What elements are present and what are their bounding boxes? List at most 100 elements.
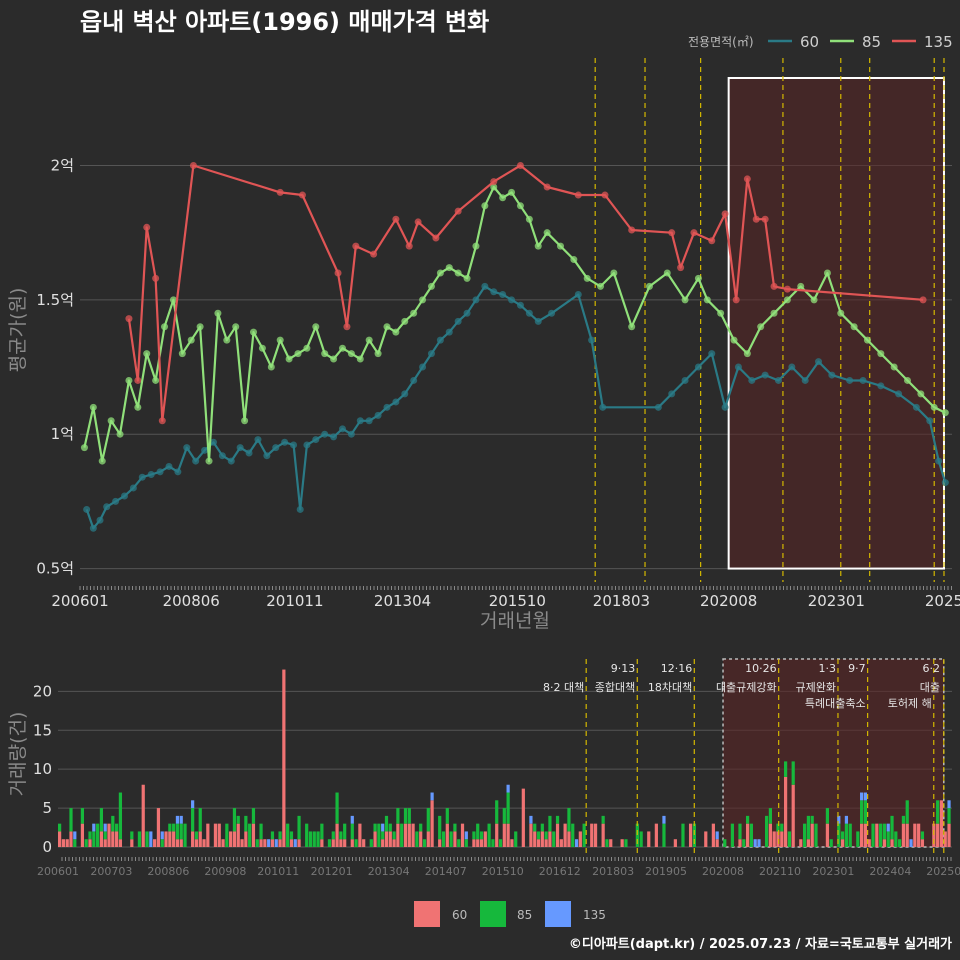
volume-bar-60 [810, 823, 814, 847]
volume-bar-60 [772, 831, 776, 847]
volume-bar-60 [229, 831, 233, 847]
volume-bar-60 [320, 839, 324, 847]
volume-bar-85 [312, 831, 316, 847]
bottom-axis-ticks: 200601 200703 200806 200908 201011 201201 2013… [37, 857, 960, 878]
volume-bar-60 [939, 800, 944, 847]
top-legend: 전용면적(㎡) 60 85 135 [688, 33, 953, 51]
volume-bar-60 [194, 839, 199, 847]
volume-bar-60 [244, 831, 248, 847]
volume-bar-60 [251, 823, 256, 847]
volume-bar-135 [103, 823, 107, 832]
volume-bar-85 [88, 831, 92, 840]
volume-bar-85 [639, 831, 643, 847]
volume-bar-85 [168, 823, 172, 832]
volume-bar-85 [457, 839, 461, 847]
annotation-text: 대출 [920, 681, 940, 694]
volume-bar-60 [213, 823, 218, 847]
volume-bar-85 [438, 815, 442, 840]
volume-bar-60 [593, 823, 598, 847]
volume-bar-85 [730, 823, 734, 847]
volume-bar-60 [438, 839, 442, 847]
volume-bar-60 [544, 839, 548, 847]
volume-bar-85 [445, 808, 449, 824]
volume-bar-85 [723, 839, 727, 847]
volume-bar-85 [400, 823, 404, 847]
volume-bar-60 [882, 839, 887, 847]
volume-bar-60 [867, 839, 871, 847]
top-x-tick-label: 201304 [374, 592, 431, 610]
volume-bar-85 [453, 823, 457, 832]
volume-bar-135 [662, 815, 666, 824]
volume-bar-85 [624, 839, 628, 847]
volume-bar-60 [529, 823, 533, 847]
volume-bar-60 [920, 839, 925, 847]
volume-bar-85 [426, 808, 430, 832]
volume-bar-60 [563, 823, 567, 847]
volume-bar-85 [540, 823, 544, 832]
volume-bar-60 [479, 839, 484, 847]
volume-bar-60 [118, 839, 123, 847]
volume-bar-60 [392, 839, 396, 847]
series-line-135 [127, 164, 924, 422]
legend-box-85 [480, 901, 506, 927]
volume-bar-60 [202, 839, 206, 847]
volume-bar-60 [536, 839, 541, 847]
volume-bar-60 [103, 839, 107, 847]
volume-bar-135 [506, 784, 510, 793]
volume-bar-60 [339, 839, 343, 847]
data-point-135 [125, 315, 133, 323]
volume-bar-85 [780, 823, 784, 832]
volume-bar-60 [270, 839, 275, 847]
volume-bar-135 [715, 831, 719, 840]
volume-bar-60 [411, 823, 415, 847]
volume-bar-85 [829, 839, 833, 847]
volume-bar-135 [886, 823, 890, 832]
volume-bar-60 [601, 823, 605, 847]
volume-bar-85 [308, 831, 313, 847]
bottom-y-tick-label: 5 [42, 799, 52, 817]
volume-bar-60 [99, 831, 104, 847]
volume-bar-135 [860, 792, 864, 801]
annotation-text: 특례대출축소 [805, 697, 866, 710]
volume-bar-85 [305, 823, 309, 847]
volume-bar-85 [582, 823, 586, 847]
bottom-x-tick-label: 201905 [645, 865, 687, 878]
bottom-x-tick-label: 202110 [759, 865, 801, 878]
volume-bar-85 [472, 831, 476, 840]
volume-bar-60 [540, 831, 544, 847]
volume-bar-85 [373, 823, 377, 832]
volume-bar-60 [548, 831, 552, 847]
volume-bar-85 [479, 831, 484, 840]
volume-bar-135 [837, 815, 841, 824]
volume-bar-60 [555, 823, 560, 847]
volume-bar-135 [350, 815, 354, 824]
volume-bar-85 [354, 839, 358, 847]
bottom-x-tick-label: 200908 [204, 865, 246, 878]
volume-bar-85 [80, 808, 85, 824]
volume-bar-85 [871, 823, 875, 847]
volume-bar-135 [947, 800, 951, 809]
volume-bar-135 [844, 815, 849, 824]
bottom-x-tick-label: 202404 [869, 865, 911, 878]
annotation-date: 10·26 [745, 662, 777, 675]
volume-bar-60 [476, 839, 480, 847]
volume-bar-60 [232, 831, 237, 847]
volume-bar-60 [590, 823, 594, 847]
volume-bar-85 [810, 815, 814, 824]
volume-bar-85 [172, 823, 176, 832]
credit-text: ©디아파트(dapt.kr) / 2025.07.23 / 자료=국토교통부 실… [569, 936, 952, 952]
volume-bar-135 [160, 831, 164, 840]
bottom-policy-lines [585, 659, 945, 855]
volume-bar-60 [111, 831, 115, 847]
volume-bar-85 [403, 808, 408, 824]
bottom-x-tick-label: 202008 [702, 865, 744, 878]
volume-bar-135 [274, 839, 278, 847]
volume-bar-85 [803, 823, 807, 847]
top-highlight-region [727, 77, 945, 570]
volume-bar-60 [198, 831, 202, 847]
volume-bar-60 [289, 839, 294, 847]
annotation-date: 12·16 [661, 662, 693, 675]
volume-bar-135 [464, 831, 468, 840]
volume-bar-60 [206, 823, 210, 847]
top-x-tick-label: 201011 [266, 592, 323, 610]
